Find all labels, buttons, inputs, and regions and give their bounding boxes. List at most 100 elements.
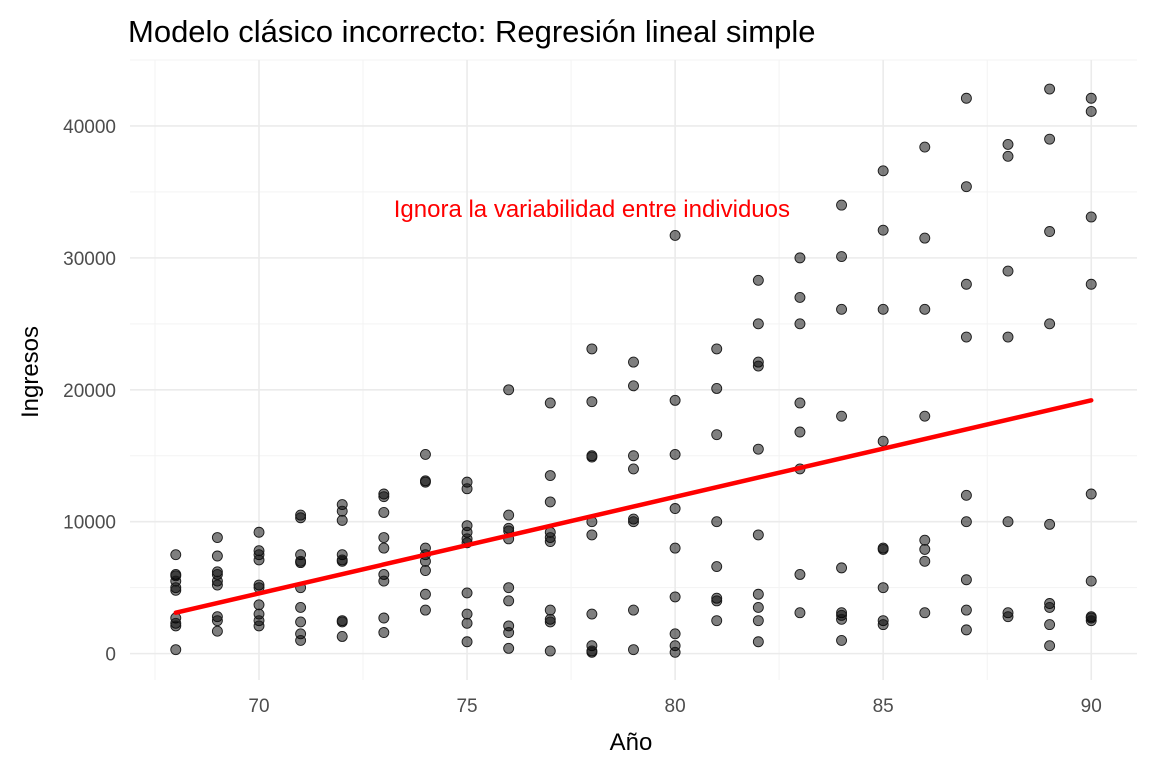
data-point (503, 595, 515, 607)
data-point (253, 620, 265, 632)
data-points (170, 83, 1097, 658)
annotation-text: Ignora la variabilidad entre individuos (394, 196, 790, 223)
data-point (919, 303, 931, 315)
data-point (1044, 640, 1056, 652)
data-point (669, 229, 681, 241)
data-point (960, 574, 972, 586)
data-point (461, 608, 473, 620)
data-point (628, 356, 639, 368)
data-point (419, 565, 431, 576)
data-point (1085, 488, 1097, 500)
data-point (711, 343, 723, 355)
data-point (877, 224, 889, 236)
data-point (170, 549, 182, 561)
y-tick-label: 40000 (63, 117, 116, 138)
data-point (1044, 518, 1056, 530)
data-point (752, 615, 764, 627)
data-point (419, 448, 431, 460)
data-point (628, 463, 639, 475)
data-point (1002, 611, 1014, 623)
data-point (628, 450, 639, 462)
data-point (628, 516, 639, 528)
data-point (836, 562, 848, 574)
data-point (919, 232, 931, 244)
data-point (503, 384, 515, 396)
data-point (419, 588, 431, 600)
data-point (544, 397, 556, 409)
data-point (669, 628, 681, 640)
data-point (960, 331, 972, 343)
data-point (711, 516, 723, 528)
data-point (419, 476, 431, 488)
data-point (544, 645, 556, 657)
data-point (669, 503, 681, 514)
data-point (544, 616, 556, 628)
data-point (669, 448, 681, 460)
data-point (419, 604, 431, 616)
data-point (503, 582, 515, 594)
data-point (544, 470, 556, 481)
data-point (836, 410, 848, 422)
data-point (1044, 133, 1056, 145)
x-tick-label: 80 (665, 696, 686, 717)
data-point (669, 591, 681, 603)
data-point (544, 496, 556, 508)
data-point (711, 429, 723, 441)
data-point (960, 181, 972, 193)
x-axis-label: Año (610, 729, 653, 756)
data-point (544, 536, 556, 547)
data-point (1002, 138, 1014, 150)
data-point (960, 489, 972, 501)
data-point (669, 646, 681, 658)
data-point (877, 619, 889, 631)
data-point (1044, 318, 1056, 330)
data-point (253, 526, 265, 538)
data-point (960, 516, 972, 528)
data-point (752, 636, 764, 648)
regression-line (173, 398, 1094, 615)
data-point (461, 587, 473, 599)
data-point (877, 435, 889, 447)
data-point (628, 644, 639, 656)
data-point (1085, 105, 1097, 117)
data-point (919, 534, 931, 546)
data-point (919, 555, 931, 567)
data-point (503, 642, 515, 654)
data-point (877, 543, 889, 555)
data-point (960, 92, 972, 104)
x-tick-label: 85 (873, 696, 894, 717)
data-point (711, 595, 723, 607)
data-point (1085, 92, 1097, 104)
data-point (1044, 226, 1056, 237)
data-point (378, 542, 390, 554)
data-point (336, 616, 348, 628)
data-point (794, 607, 806, 619)
data-point (211, 532, 223, 543)
data-point (295, 512, 307, 524)
data-point (336, 631, 348, 642)
data-point (752, 360, 764, 372)
data-point (794, 397, 806, 409)
regression-line-group (173, 398, 1094, 615)
data-point (170, 584, 182, 596)
y-axis-label: Ingresos (17, 326, 44, 418)
data-point (461, 636, 473, 648)
data-point (461, 617, 473, 629)
data-point (586, 396, 598, 408)
chart-title: Modelo clásico incorrecto: Regresión lin… (128, 14, 815, 49)
data-point (586, 451, 598, 463)
data-point (336, 555, 348, 567)
data-point (752, 274, 764, 286)
data-point (960, 624, 972, 636)
data-point (378, 575, 390, 587)
data-point (794, 569, 806, 580)
y-axis-ticks: 0 10000 20000 30000 40000 (63, 117, 116, 666)
data-point (752, 443, 764, 455)
x-tick-label: 70 (248, 696, 269, 717)
data-point (378, 532, 390, 543)
data-point (794, 291, 806, 303)
data-point (752, 529, 764, 541)
data-point (877, 303, 889, 315)
data-point (960, 604, 972, 616)
data-point (836, 613, 848, 625)
